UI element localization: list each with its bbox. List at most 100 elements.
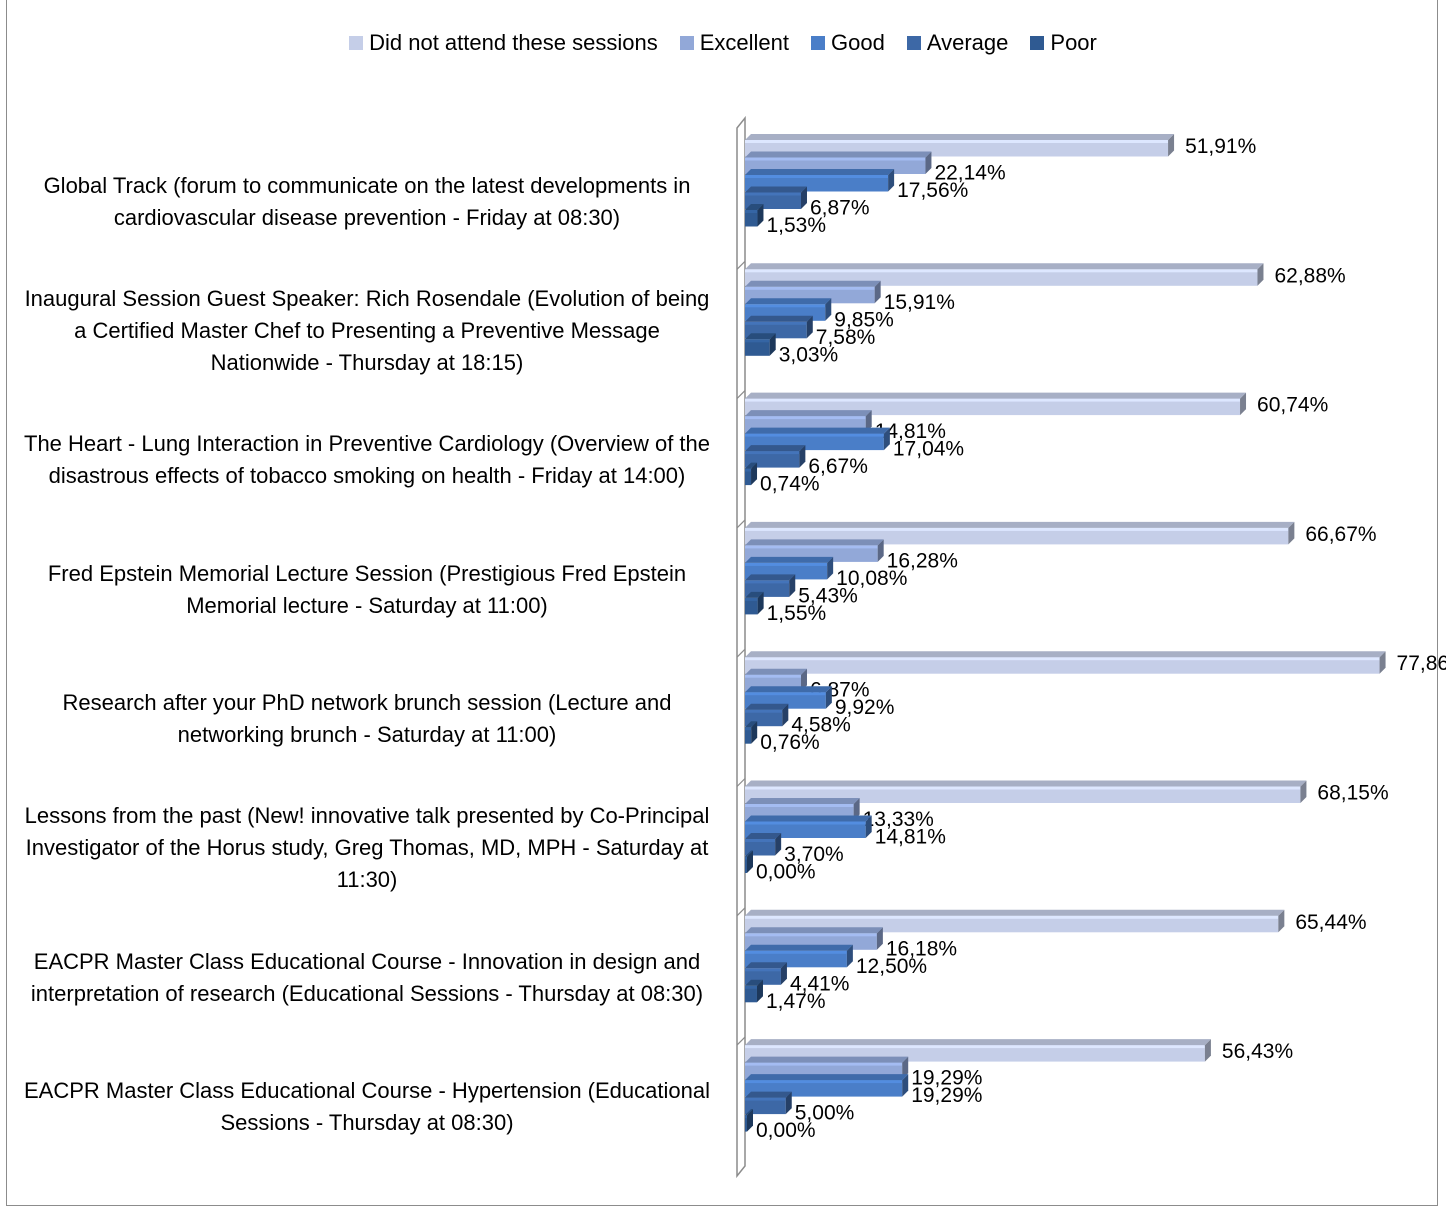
bar-top-face — [745, 263, 1264, 270]
bar-top-face — [745, 427, 890, 434]
bar-top-face — [745, 186, 807, 193]
bar-side-face — [1240, 392, 1247, 416]
bar-side-face — [925, 151, 932, 174]
group-separator — [736, 778, 746, 787]
data-label: 56,43% — [1222, 1040, 1293, 1063]
bar-top-face — [745, 703, 789, 710]
data-label: 16,18% — [886, 937, 957, 960]
bar-highlight — [745, 821, 866, 825]
legend-item: Average — [906, 30, 1008, 56]
group-separator — [736, 1036, 746, 1046]
bar-top-face — [745, 833, 782, 839]
bar-highlight — [745, 950, 847, 954]
data-label: 14,81% — [875, 420, 946, 443]
bar-side-face — [747, 1109, 753, 1132]
category-label: Inaugural Session Guest Speaker: Rich Ro… — [20, 283, 714, 379]
data-label: 68,15% — [1317, 782, 1388, 805]
bar-highlight — [745, 839, 776, 842]
data-label: 12,50% — [856, 955, 927, 978]
bar-highlight — [745, 433, 884, 437]
bar-top-face — [745, 1091, 792, 1098]
legend-item: Poor — [1030, 30, 1097, 56]
group-separator — [736, 519, 746, 529]
bar-highlight — [745, 727, 752, 731]
bar — [745, 1115, 747, 1132]
category-label: Fred Epstein Memorial Lecture Session (P… — [20, 558, 714, 622]
bar-side-face — [751, 721, 758, 744]
bar-top-face — [745, 686, 832, 693]
bar-highlight — [745, 562, 828, 566]
chart-frame — [6, 0, 1438, 1206]
category-label-text: Inaugural Session Guest Speaker: Rich Ro… — [24, 286, 710, 376]
legend-label: Excellent — [699, 30, 790, 55]
bar-highlight — [745, 804, 854, 807]
bar-side-face — [780, 962, 787, 985]
bar-highlight — [745, 933, 877, 937]
bar-highlight — [745, 580, 790, 584]
category-label-text: EACPR Master Class Educational Course - … — [24, 1077, 710, 1135]
data-label: 0,00% — [756, 861, 816, 884]
bar-side-face — [757, 591, 764, 615]
bar-highlight — [745, 192, 801, 196]
bar-top-face — [745, 298, 832, 305]
bar-highlight — [745, 321, 807, 325]
bar-highlight — [745, 175, 889, 178]
bar-highlight — [745, 786, 1301, 790]
bar — [745, 339, 770, 356]
data-label: 19,29% — [911, 1084, 982, 1107]
bar-highlight — [745, 674, 801, 678]
bar-top-face — [745, 591, 764, 598]
bar-top-face — [745, 909, 1285, 916]
category-label: Lessons from the past (New! innovative t… — [20, 800, 714, 896]
bar-top-face — [745, 556, 834, 563]
bar-top-face — [745, 780, 1307, 787]
legend-swatch — [679, 36, 694, 50]
bar-side-face — [883, 427, 890, 451]
bar-side-face — [827, 556, 834, 580]
bar-top-face — [745, 927, 883, 934]
bar — [745, 210, 758, 227]
data-label: 22,14% — [934, 162, 1005, 185]
bar-top-face — [745, 410, 872, 417]
bar-side-face — [747, 850, 753, 873]
bar-side-face — [825, 686, 832, 709]
category-label: EACPR Master Class Educational Course - … — [20, 946, 714, 1010]
legend-swatch — [1030, 36, 1045, 50]
bar-side-face — [1288, 521, 1295, 545]
bar-side-face — [799, 445, 806, 468]
bar-highlight — [745, 210, 758, 213]
bar-highlight — [745, 1062, 903, 1066]
category-label-text: The Heart - Lung Interaction in Preventi… — [24, 431, 710, 489]
group-separator — [736, 260, 746, 270]
bar-side-face — [769, 333, 776, 356]
bar-side-face — [800, 186, 807, 209]
category-label: Research after your PhD network brunch s… — [20, 687, 714, 751]
bar-top-face — [745, 798, 860, 804]
bar-top-face — [745, 651, 1386, 658]
bar-side-face — [902, 1074, 909, 1097]
bar-side-face — [902, 1056, 909, 1080]
data-label: 15,91% — [884, 291, 955, 314]
bar-top-face — [745, 315, 813, 322]
bar-side-face — [825, 298, 832, 321]
bar — [745, 597, 758, 615]
data-label: 1,47% — [766, 990, 826, 1013]
legend-item: Excellent — [679, 30, 790, 56]
data-label: 6,67% — [808, 455, 868, 478]
bar-top-face — [745, 169, 895, 175]
data-label: 5,00% — [795, 1102, 855, 1125]
legend-swatch — [906, 36, 921, 50]
data-label: 1,55% — [767, 602, 827, 625]
bar-side-face — [1204, 1039, 1211, 1062]
data-label: 77,86% — [1397, 652, 1446, 675]
group-separator — [736, 648, 746, 658]
bar-highlight — [745, 286, 875, 290]
bar-side-face — [888, 169, 895, 192]
data-label: 14,81% — [875, 826, 946, 849]
legend-swatch — [811, 36, 826, 50]
bar-side-face — [800, 668, 807, 692]
data-label: 60,74% — [1257, 394, 1328, 417]
category-label: The Heart - Lung Interaction in Preventi… — [20, 428, 714, 492]
data-label: 13,33% — [863, 808, 934, 831]
legend-swatch — [349, 36, 364, 50]
